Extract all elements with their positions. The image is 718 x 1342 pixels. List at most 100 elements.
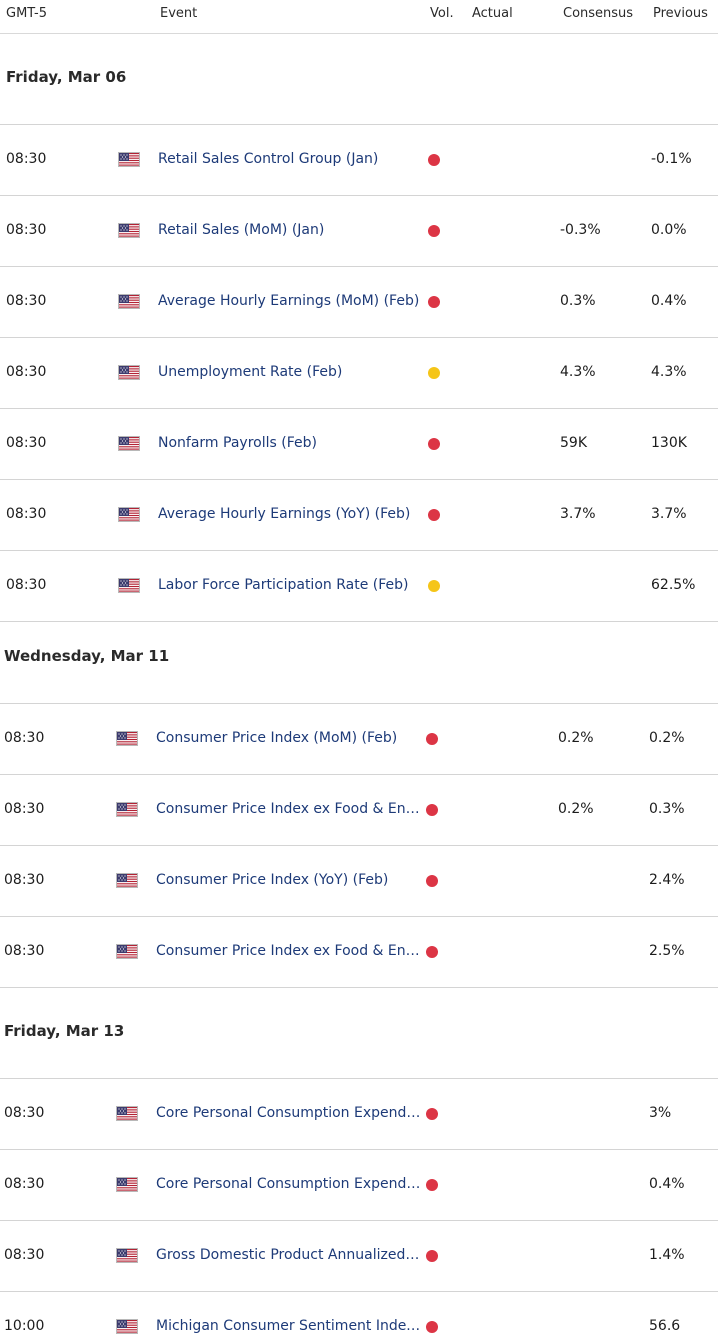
- previous-value: 56.6: [649, 1318, 681, 1334]
- event-row[interactable]: 08:30 Retail Sales (MoM) (Jan) -0.3% 0.0%: [0, 196, 718, 267]
- us-flag-icon: [116, 873, 138, 888]
- event-name[interactable]: Retail Sales (MoM) (Jan): [158, 222, 325, 238]
- high-volatility-icon: [428, 296, 440, 308]
- high-volatility-icon: [426, 733, 438, 745]
- event-name[interactable]: Average Hourly Earnings (YoY) (Feb): [158, 506, 411, 522]
- event-name[interactable]: Consumer Price Index ex Food & Ener…: [156, 943, 422, 959]
- section-divider: [0, 124, 718, 125]
- event-time: 08:30: [4, 943, 45, 959]
- us-flag-icon: [118, 294, 140, 309]
- section-date-heading: Wednesday, Mar 11: [4, 647, 170, 665]
- us-flag-icon: [116, 802, 138, 817]
- previous-value: 1.4%: [649, 1247, 685, 1263]
- event-row[interactable]: 08:30 Consumer Price Index (MoM) (Feb) 0.2…: [0, 704, 718, 775]
- event-row[interactable]: 08:30 Labor Force Participation Rate (Feb…: [0, 551, 718, 622]
- us-flag-icon: [116, 731, 138, 746]
- event-name[interactable]: Core Personal Consumption Expendit…: [156, 1176, 422, 1192]
- us-flag-icon: [116, 1106, 138, 1121]
- event-row[interactable]: 08:30 Retail Sales Control Group (Jan) -0.…: [0, 125, 718, 196]
- event-time: 08:30: [4, 1247, 45, 1263]
- previous-value: 62.5%: [651, 577, 696, 593]
- medium-volatility-icon: [428, 367, 440, 379]
- event-row[interactable]: 10:00 Michigan Consumer Sentiment Index… 5…: [0, 1292, 718, 1342]
- event-name[interactable]: Unemployment Rate (Feb): [158, 364, 343, 380]
- event-name[interactable]: Consumer Price Index (MoM) (Feb): [156, 730, 398, 746]
- event-name[interactable]: Consumer Price Index (YoY) (Feb): [156, 872, 389, 888]
- us-flag-icon: [118, 578, 140, 593]
- event-row[interactable]: 08:30 Average Hourly Earnings (MoM) (Feb)…: [0, 267, 718, 338]
- consensus-value: -0.3%: [560, 222, 601, 238]
- event-row[interactable]: 08:30 Consumer Price Index (YoY) (Feb) 2.4…: [0, 846, 718, 917]
- event-time: 08:30: [6, 506, 47, 522]
- previous-value: 4.3%: [651, 364, 687, 380]
- event-time: 08:30: [4, 730, 45, 746]
- consensus-value: 0.2%: [558, 801, 594, 817]
- previous-value: 0.4%: [649, 1176, 685, 1192]
- event-name[interactable]: Core Personal Consumption Expendit…: [156, 1105, 422, 1121]
- consensus-value: 0.2%: [558, 730, 594, 746]
- high-volatility-icon: [426, 1250, 438, 1262]
- event-time: 08:30: [6, 364, 47, 380]
- previous-value: -0.1%: [651, 151, 692, 167]
- event-time: 10:00: [4, 1318, 45, 1334]
- previous-value: 0.2%: [649, 730, 685, 746]
- high-volatility-icon: [428, 509, 440, 521]
- high-volatility-icon: [426, 1108, 438, 1120]
- previous-header: Previous: [653, 6, 708, 21]
- consensus-value: 59K: [560, 435, 587, 451]
- us-flag-icon: [116, 1248, 138, 1263]
- us-flag-icon: [116, 1319, 138, 1334]
- previous-value: 0.4%: [651, 293, 687, 309]
- us-flag-icon: [118, 152, 140, 167]
- event-time: 08:30: [6, 577, 47, 593]
- event-time: 08:30: [6, 435, 47, 451]
- event-name[interactable]: Nonfarm Payrolls (Feb): [158, 435, 317, 451]
- consensus-value: 3.7%: [560, 506, 596, 522]
- event-row[interactable]: 08:30 Average Hourly Earnings (YoY) (Feb)…: [0, 480, 718, 551]
- actual-header: Actual: [472, 6, 513, 21]
- consensus-value: 0.3%: [560, 293, 596, 309]
- high-volatility-icon: [426, 1179, 438, 1191]
- table-header: GMT-5 Event Vol. Actual Consensus Previo…: [0, 0, 718, 34]
- previous-value: 3.7%: [651, 506, 687, 522]
- high-volatility-icon: [426, 875, 438, 887]
- section-date-heading: Friday, Mar 13: [4, 1022, 125, 1040]
- us-flag-icon: [118, 507, 140, 522]
- event-row[interactable]: 08:30 Consumer Price Index ex Food & Ener…: [0, 917, 718, 988]
- event-time: 08:30: [4, 801, 45, 817]
- event-time: 08:30: [6, 151, 47, 167]
- event-row[interactable]: 08:30 Unemployment Rate (Feb) 4.3% 4.3%: [0, 338, 718, 409]
- us-flag-icon: [118, 436, 140, 451]
- medium-volatility-icon: [428, 580, 440, 592]
- event-row[interactable]: 08:30 Consumer Price Index ex Food & Ener…: [0, 775, 718, 846]
- event-row[interactable]: 08:30 Gross Domestic Product Annualized (…: [0, 1221, 718, 1292]
- high-volatility-icon: [428, 154, 440, 166]
- event-name[interactable]: Gross Domestic Product Annualized (…: [156, 1247, 422, 1263]
- event-name[interactable]: Retail Sales Control Group (Jan): [158, 151, 379, 167]
- us-flag-icon: [118, 365, 140, 380]
- event-row[interactable]: 08:30 Nonfarm Payrolls (Feb) 59K 130K: [0, 409, 718, 480]
- event-time: 08:30: [4, 1176, 45, 1192]
- event-name[interactable]: Average Hourly Earnings (MoM) (Feb): [158, 293, 420, 309]
- event-name[interactable]: Labor Force Participation Rate (Feb): [158, 577, 409, 593]
- section-divider: [0, 1078, 718, 1079]
- previous-value: 2.5%: [649, 943, 685, 959]
- event-row[interactable]: 08:30 Core Personal Consumption Expendit……: [0, 1079, 718, 1150]
- previous-value: 2.4%: [649, 872, 685, 888]
- high-volatility-icon: [428, 438, 440, 450]
- event-row[interactable]: 08:30 Core Personal Consumption Expendit……: [0, 1150, 718, 1221]
- timezone-header[interactable]: GMT-5: [6, 6, 47, 21]
- high-volatility-icon: [426, 804, 438, 816]
- event-name[interactable]: Michigan Consumer Sentiment Index…: [156, 1318, 422, 1334]
- previous-value: 0.3%: [649, 801, 685, 817]
- section-date-heading: Friday, Mar 06: [6, 68, 127, 86]
- us-flag-icon: [116, 944, 138, 959]
- event-header: Event: [160, 6, 198, 21]
- event-name[interactable]: Consumer Price Index ex Food & Ener…: [156, 801, 422, 817]
- high-volatility-icon: [426, 1321, 438, 1333]
- consensus-value: 4.3%: [560, 364, 596, 380]
- event-time: 08:30: [6, 293, 47, 309]
- event-time: 08:30: [4, 1105, 45, 1121]
- event-time: 08:30: [4, 872, 45, 888]
